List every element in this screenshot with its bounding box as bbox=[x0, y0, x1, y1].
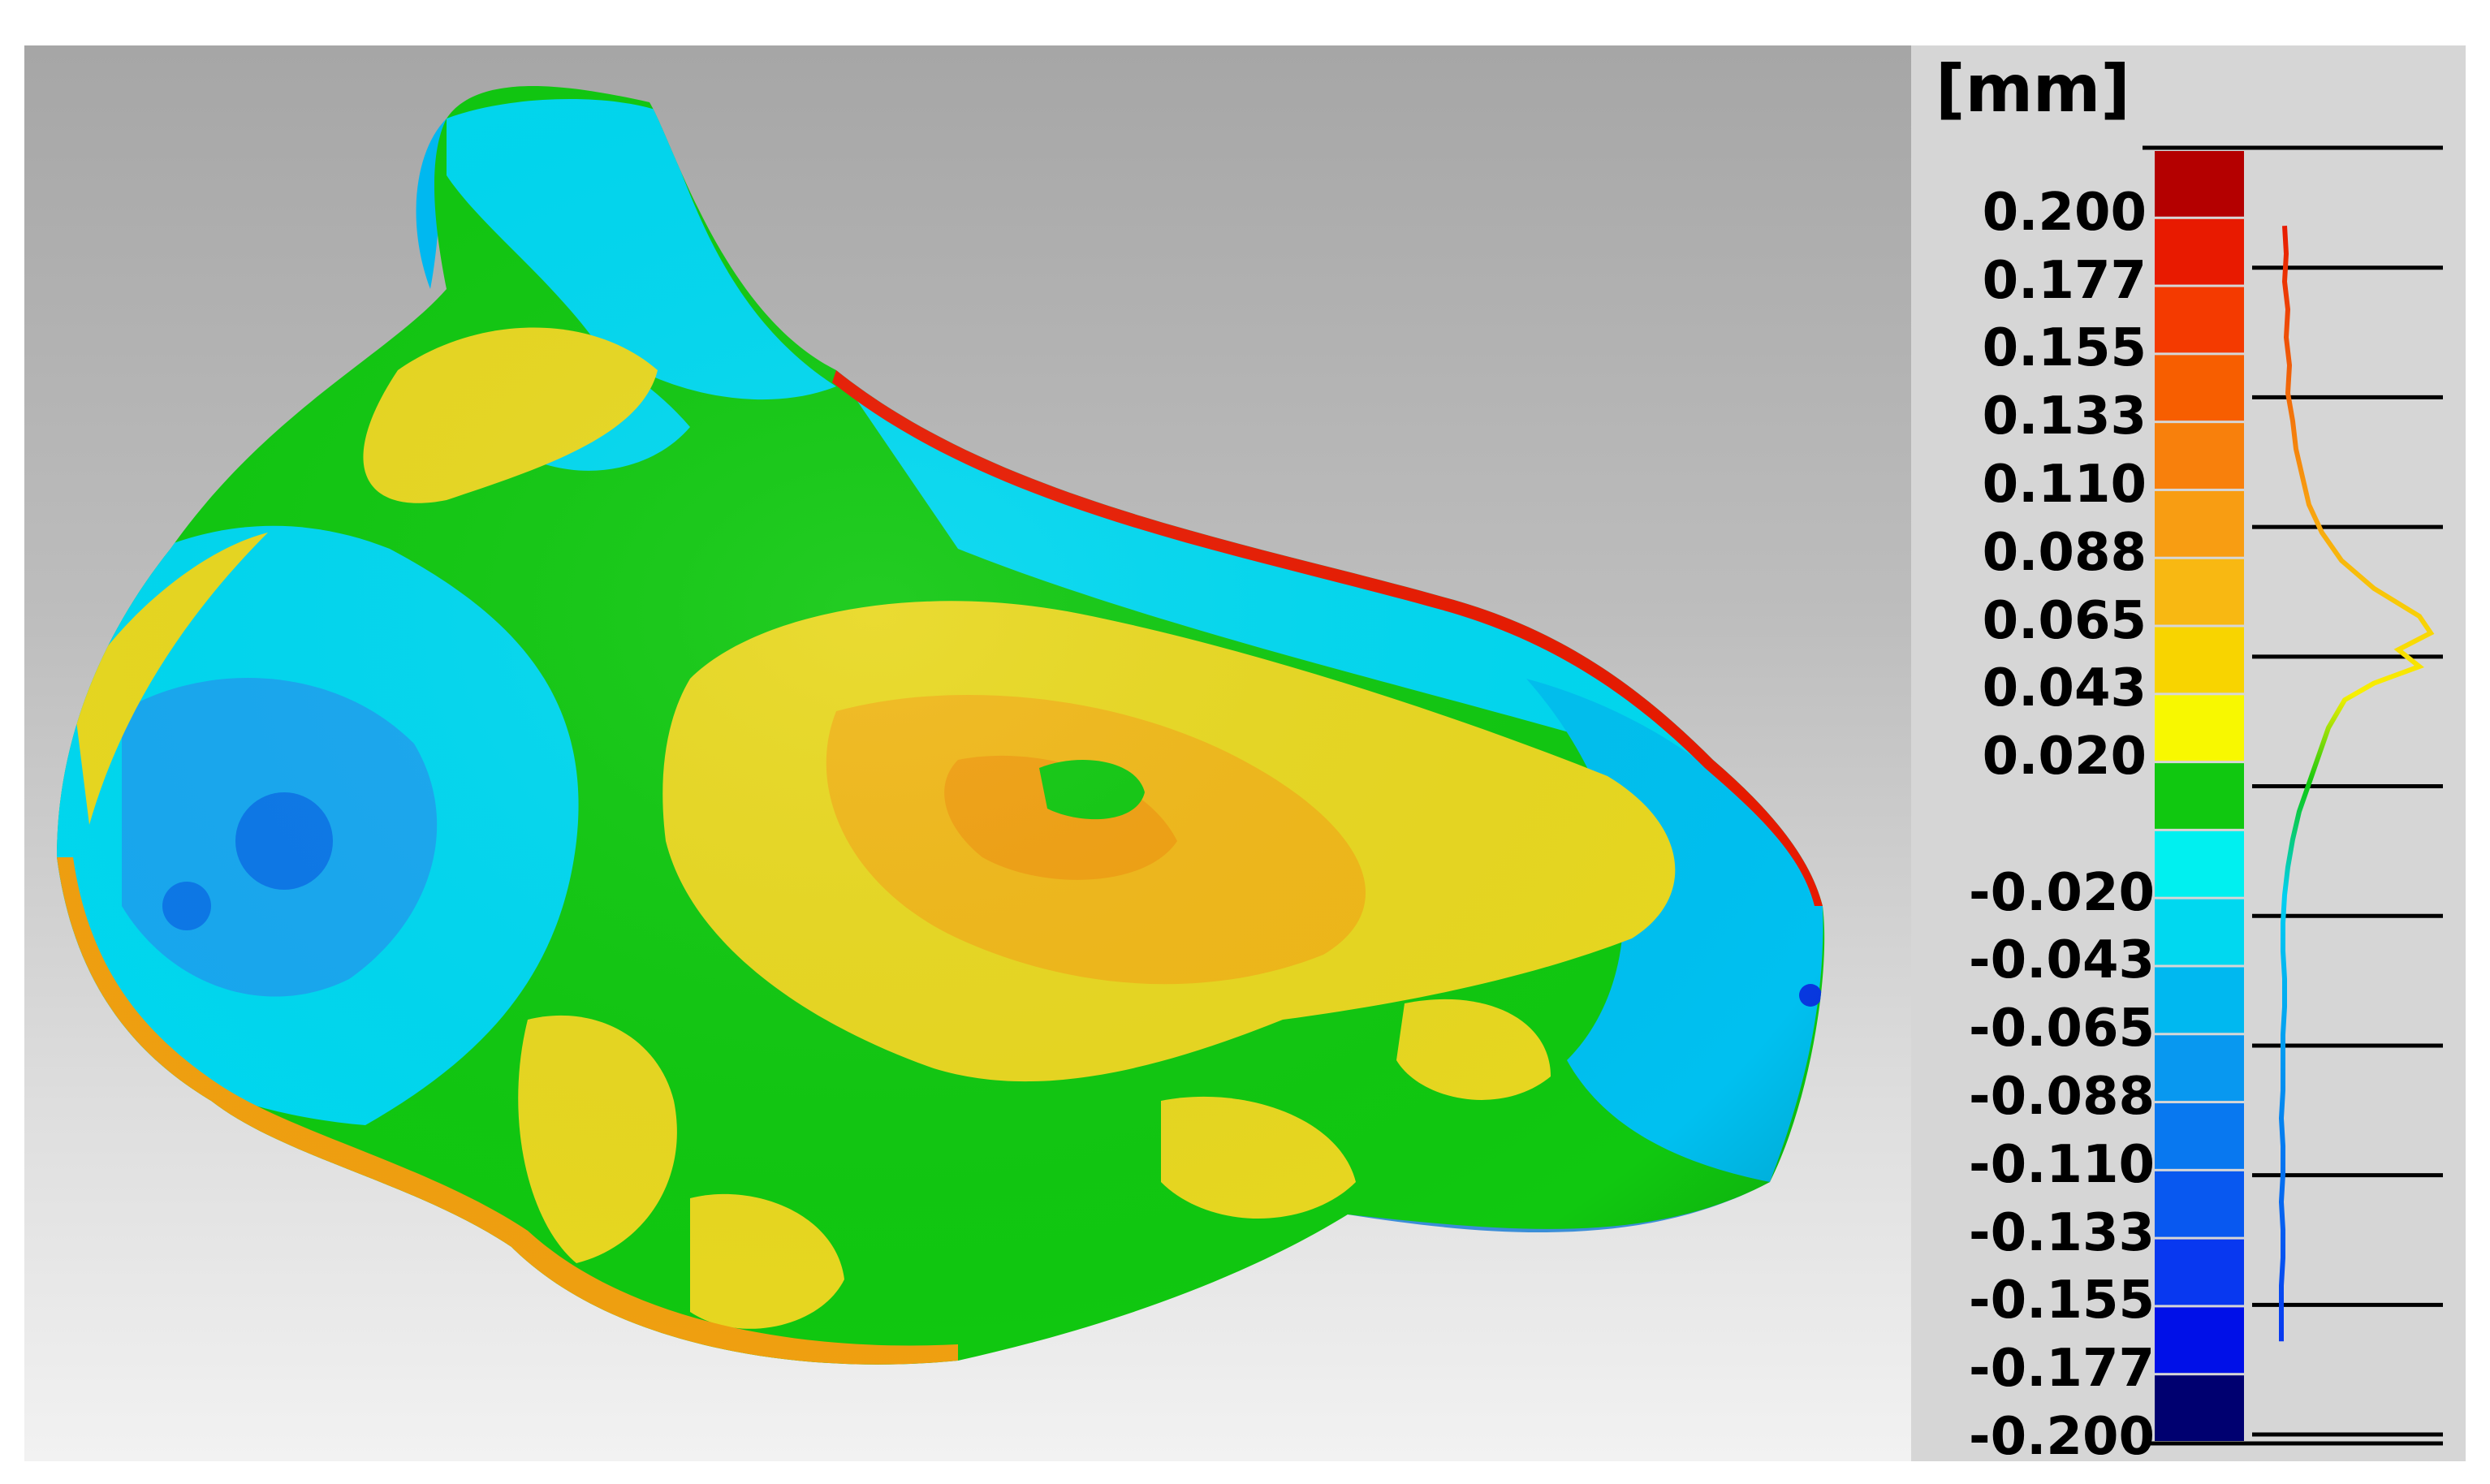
legend-unit-label: [mm] bbox=[1935, 51, 2130, 127]
legend-band bbox=[2155, 695, 2244, 761]
legend-band bbox=[2155, 763, 2244, 829]
distribution-curve bbox=[2278, 226, 2435, 1342]
legend-value-label: -0.177 bbox=[1969, 1339, 2155, 1400]
legend-band bbox=[2155, 1035, 2244, 1102]
legend-value-label: -0.110 bbox=[1969, 1134, 2155, 1195]
legend-value-label: -0.020 bbox=[1969, 862, 2155, 923]
legend-band bbox=[2155, 1307, 2244, 1374]
legend-band bbox=[2155, 967, 2244, 1033]
legend-value-label: -0.043 bbox=[1969, 930, 2155, 991]
3d-viewport[interactable] bbox=[24, 45, 1911, 1461]
legend-value-label: 0.155 bbox=[1982, 318, 2147, 379]
legend-value-label: 0.020 bbox=[1982, 727, 2147, 787]
legend-band bbox=[2155, 627, 2244, 693]
deviation-colormap-mesh-icon bbox=[57, 86, 1825, 1365]
legend-value-label: -0.155 bbox=[1969, 1270, 2155, 1331]
color-scale-legend: [mm] 0.200 0.177 0.155 0.133 0.110 0.088 0.065… bbox=[1911, 45, 2466, 1467]
legend-value-label: -0.088 bbox=[1969, 1067, 2155, 1128]
legend-value-label: -0.133 bbox=[1969, 1202, 2155, 1263]
legend-band bbox=[2155, 151, 2244, 217]
legend-value-label: 0.110 bbox=[1982, 454, 2147, 515]
legend-band bbox=[2155, 1239, 2244, 1305]
legend-value-label: 0.133 bbox=[1982, 386, 2147, 447]
legend-band bbox=[2155, 355, 2244, 421]
legend-band bbox=[2155, 830, 2244, 897]
legend-value-label: 0.088 bbox=[1982, 522, 2147, 583]
legend-band bbox=[2155, 1171, 2244, 1237]
legend-band bbox=[2155, 559, 2244, 625]
legend-value-label: 0.200 bbox=[1982, 182, 2147, 243]
legend-value-label: 0.177 bbox=[1982, 250, 2147, 311]
legend-band bbox=[2155, 423, 2244, 489]
legend-band bbox=[2155, 490, 2244, 557]
legend-band bbox=[2155, 899, 2244, 965]
legend-band bbox=[2155, 287, 2244, 353]
legend-band bbox=[2155, 218, 2244, 285]
legend-value-label: -0.200 bbox=[1969, 1407, 2155, 1467]
legend-value-label: -0.065 bbox=[1969, 999, 2155, 1059]
legend-graphic bbox=[2143, 145, 2443, 1446]
legend-value-label: 0.065 bbox=[1982, 590, 2147, 651]
legend-band bbox=[2155, 1375, 2244, 1441]
legend-value-label: 0.043 bbox=[1982, 658, 2147, 719]
legend-band bbox=[2155, 1103, 2244, 1169]
